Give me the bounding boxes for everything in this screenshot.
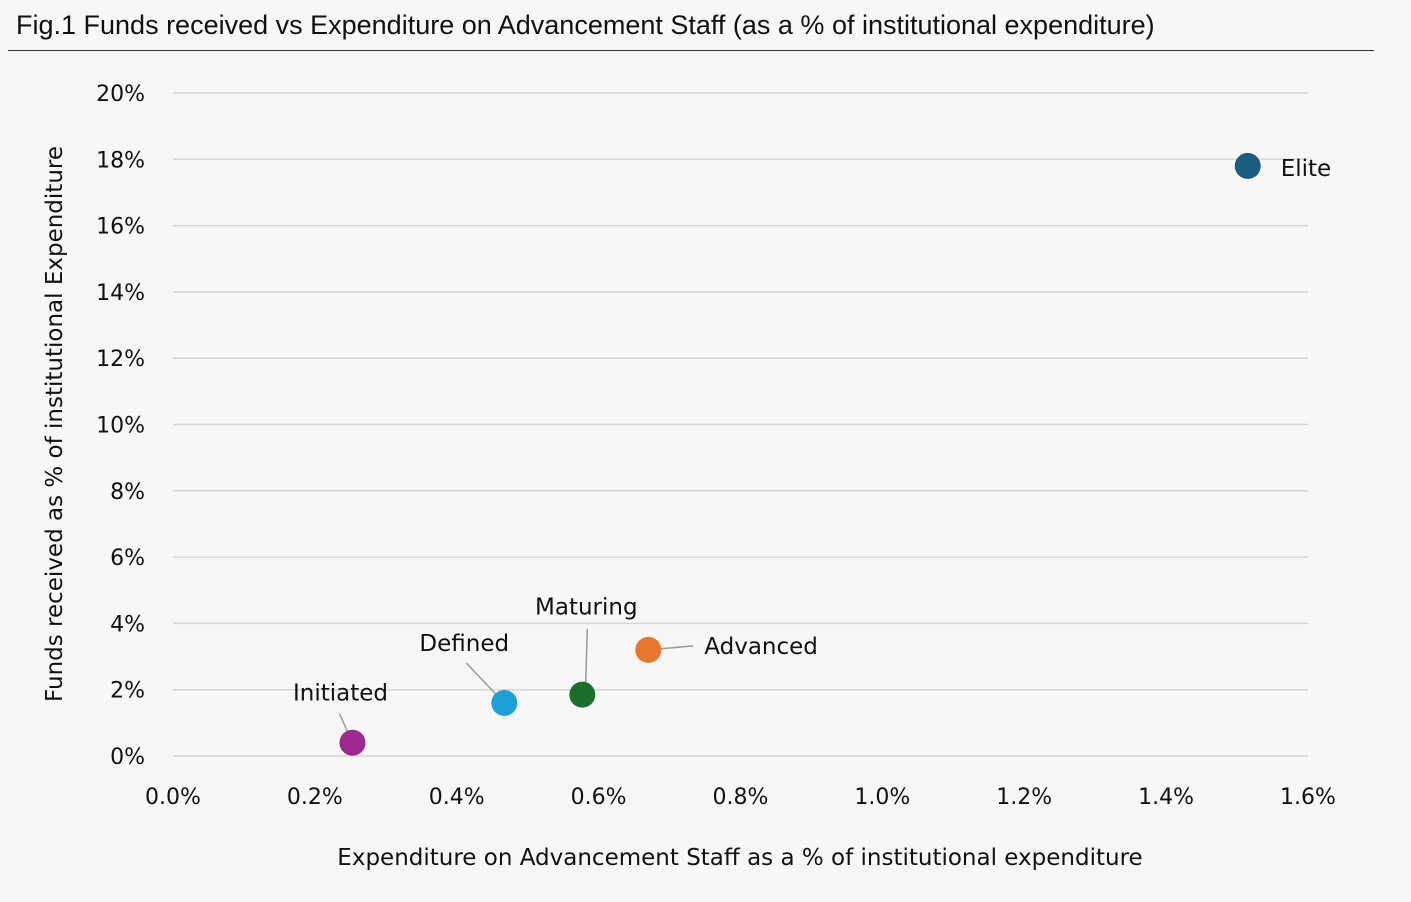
y-tick-label: 6% <box>110 546 145 571</box>
x-tick-label: 0.2% <box>287 785 343 810</box>
x-tick-label: 0.6% <box>571 785 627 810</box>
x-tick-label: 1.0% <box>854 785 910 810</box>
data-point-labels: Initiated Defined Maturing Advanced Elite <box>293 156 1331 707</box>
y-tick-label: 10% <box>96 414 145 439</box>
data-point-elite <box>1234 152 1261 179</box>
x-tick-label: 1.2% <box>996 785 1052 810</box>
x-tick-label: 0.4% <box>429 785 485 810</box>
x-tick-label: 0.0% <box>145 785 201 810</box>
y-tick-label: 20% <box>96 82 145 107</box>
y-tick-label: 8% <box>110 480 145 505</box>
data-label-initiated: Initiated <box>293 681 388 707</box>
y-tick-label: 4% <box>110 612 145 637</box>
y-tick-label: 12% <box>96 347 145 372</box>
title-divider <box>8 50 1374 51</box>
x-tick-label: 1.6% <box>1280 785 1336 810</box>
data-point-advanced <box>635 636 662 663</box>
data-point-defined <box>491 689 518 716</box>
data-label-elite: Elite <box>1281 156 1331 182</box>
y-tick-label: 0% <box>110 745 145 770</box>
x-tick-label: 1.4% <box>1138 785 1194 810</box>
data-label-maturing: Maturing <box>535 595 638 621</box>
data-point-initiated <box>339 729 366 756</box>
data-point-maturing <box>569 681 596 708</box>
y-tick-label: 2% <box>110 679 145 704</box>
data-label-defined: Defined <box>419 631 509 657</box>
x-axis-title: Expenditure on Advancement Staff as a % … <box>337 845 1142 871</box>
x-axis-ticks: 0.0% 0.2% 0.4% 0.6% 0.8% 1.0% 1.2% 1.4% 1.6% <box>145 785 1336 810</box>
y-axis-title: Funds received as % of institutional Exp… <box>42 146 68 702</box>
y-tick-label: 14% <box>96 281 145 306</box>
figure-title: Fig.1 Funds received vs Expenditure on A… <box>16 10 1155 40</box>
y-axis-ticks: 0% 2% 4% 6% 8% 10% 12% 14% 16% 18% 20% <box>96 82 145 770</box>
gridlines <box>173 92 1308 757</box>
y-tick-label: 18% <box>96 148 145 173</box>
data-label-advanced: Advanced <box>704 634 818 660</box>
y-tick-label: 16% <box>96 215 145 240</box>
x-tick-label: 0.8% <box>713 785 769 810</box>
data-points <box>339 152 1261 756</box>
